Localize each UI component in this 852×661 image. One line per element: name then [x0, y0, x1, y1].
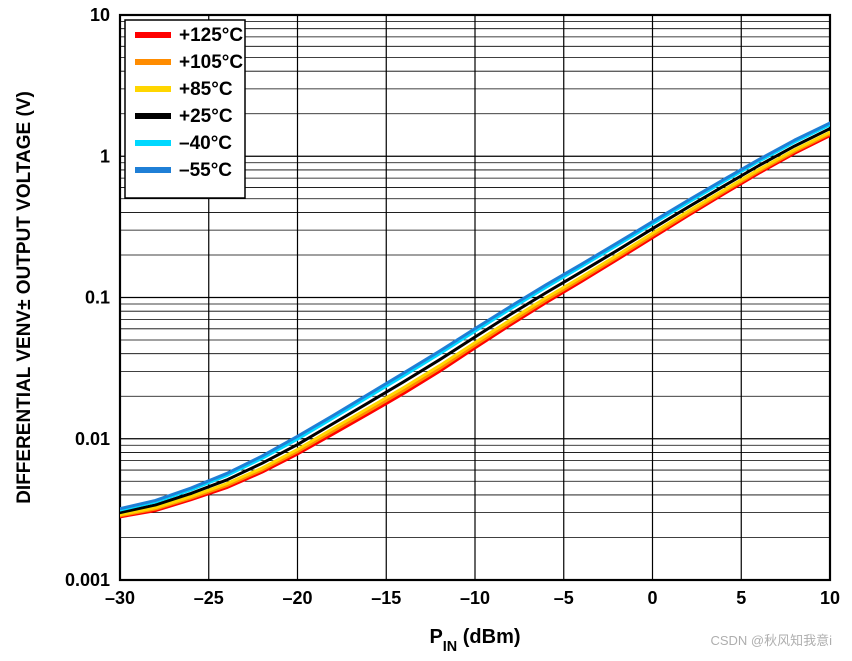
y-tick-label: 0.1 — [85, 288, 110, 308]
y-tick-label: 1 — [100, 146, 110, 166]
legend-label: +105°C — [179, 52, 243, 73]
legend-label: +85°C — [179, 79, 233, 100]
legend-label: –40°C — [179, 133, 232, 154]
x-tick-label: –30 — [105, 588, 135, 608]
legend-swatch — [135, 59, 171, 65]
x-tick-label: 5 — [736, 588, 746, 608]
legend-swatch — [135, 32, 171, 38]
legend: +125°C +105°C +85°C +25°C –40°C –55°C — [125, 20, 245, 198]
y-axis-label: DIFFERENTIAL VENV± OUTPUT VOLTAGE (V) — [14, 91, 35, 504]
legend-swatch — [135, 113, 171, 119]
x-tick-label: 0 — [647, 588, 657, 608]
y-tick-label: 0.01 — [75, 429, 110, 449]
x-tick-label: –25 — [194, 588, 224, 608]
legend-label: –55°C — [179, 160, 232, 181]
x-tick-label: –20 — [282, 588, 312, 608]
legend-swatch — [135, 86, 171, 92]
y-tick-label: 10 — [90, 5, 110, 25]
y-tick-label: 0.001 — [65, 570, 110, 590]
legend-swatch — [135, 140, 171, 146]
legend-label: +125°C — [179, 25, 243, 46]
legend-label: +25°C — [179, 106, 233, 127]
x-tick-label: 10 — [820, 588, 840, 608]
legend-swatch — [135, 167, 171, 173]
x-tick-label: –10 — [460, 588, 490, 608]
chart-svg: –30–25–20–15–10–505100.0010.010.1110PIN … — [0, 0, 852, 661]
chart-container: –30–25–20–15–10–505100.0010.010.1110PIN … — [0, 0, 852, 661]
x-tick-label: –5 — [554, 588, 574, 608]
x-tick-label: –15 — [371, 588, 401, 608]
